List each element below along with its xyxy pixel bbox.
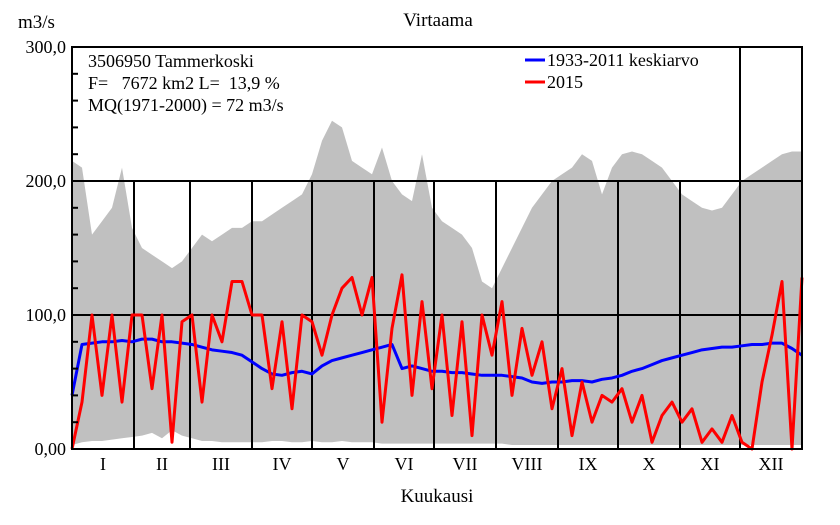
legend-2015: 2015 <box>547 72 583 92</box>
series-2015-line <box>70 273 804 451</box>
x-axis-label: Kuukausi <box>401 486 474 507</box>
x-tick-label: IV <box>273 454 292 474</box>
y-axis-label: m3/s <box>18 12 55 33</box>
y-tick-label: 0,00 <box>35 439 67 459</box>
x-tick-label: VI <box>395 454 414 474</box>
y-tick-label: 100,0 <box>26 305 67 325</box>
x-tick-label: VIII <box>512 454 543 474</box>
x-tick-label: IX <box>579 454 598 474</box>
x-tick-label: XI <box>701 454 720 474</box>
legend-mean: 1933-2011 keskiarvo <box>547 50 699 70</box>
chart-title: Virtaama <box>403 10 473 31</box>
max-envelope-area <box>72 120 802 449</box>
info-station: 3506950 Tammerkoski <box>88 51 254 71</box>
y-tick-label: 200,0 <box>26 171 67 191</box>
x-tick-label: X <box>643 454 656 474</box>
x-tick-label: VII <box>453 454 478 474</box>
x-tick-label: III <box>212 454 230 474</box>
x-tick-label: I <box>100 454 106 474</box>
info-mq: MQ(1971-2000) = 72 m3/s <box>88 95 284 116</box>
x-tick-label: XII <box>759 454 784 474</box>
x-tick-label: II <box>156 454 168 474</box>
mean-series-line <box>70 337 803 396</box>
plot-frame <box>71 46 803 450</box>
min-envelope-area <box>72 430 802 449</box>
y-tick-label: 300,0 <box>26 37 67 57</box>
x-tick-label: V <box>337 454 350 474</box>
info-area: F= 7672 km2 L= 13,9 % <box>88 73 280 93</box>
